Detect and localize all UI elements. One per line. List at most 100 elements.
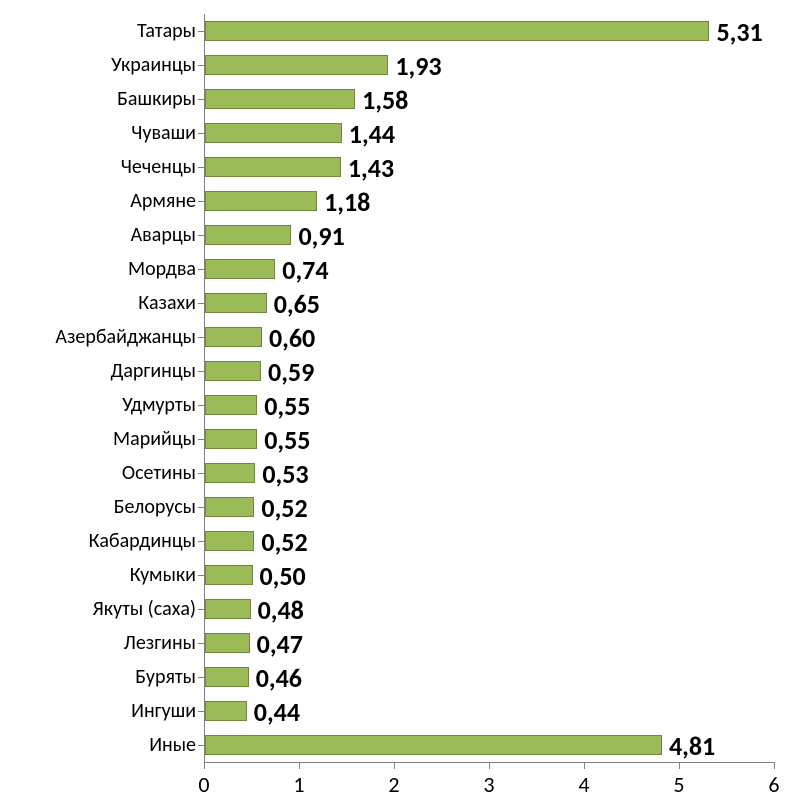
bar (205, 259, 275, 279)
y-axis-tick (198, 201, 204, 202)
y-axis-tick (198, 439, 204, 440)
x-axis-tick (394, 762, 395, 769)
bar (205, 225, 291, 245)
x-axis-tick-label: 6 (768, 771, 779, 798)
y-axis-tick (198, 303, 204, 304)
category-label: Азербайджанцы (55, 325, 196, 349)
bar (205, 497, 254, 517)
value-label: 4,81 (669, 730, 715, 762)
category-label: Осетины (122, 461, 196, 485)
x-axis-tick-label: 5 (673, 771, 684, 798)
y-axis-tick (198, 711, 204, 712)
category-label: Якуты (саха) (93, 597, 196, 621)
category-label: Мордва (128, 257, 196, 281)
value-label: 0,59 (268, 356, 314, 388)
category-label: Белорусы (114, 495, 196, 519)
value-label: 0,65 (274, 288, 320, 320)
y-axis-tick (198, 31, 204, 32)
bar (205, 293, 267, 313)
value-label: 0,53 (262, 458, 308, 490)
value-label: 0,91 (298, 220, 344, 252)
bar (205, 157, 341, 177)
horizontal-bar-chart: 0 1 2 3 4 5 6 Татары 5,31 Украинцы 1,93 Башкиры 1,58… (0, 0, 806, 808)
y-axis-tick (198, 65, 204, 66)
value-label: 0,55 (264, 424, 310, 456)
x-axis-tick-label: 2 (388, 771, 399, 798)
value-label: 1,18 (324, 186, 370, 218)
bar (205, 429, 257, 449)
bar (205, 361, 261, 381)
x-axis-tick-label: 4 (578, 771, 589, 798)
category-label: Удмурты (122, 393, 196, 417)
value-label: 1,93 (395, 50, 441, 82)
bar (205, 633, 250, 653)
y-axis-tick (198, 609, 204, 610)
y-axis-tick (198, 677, 204, 678)
y-axis-tick (198, 405, 204, 406)
value-label: 1,44 (349, 118, 395, 150)
x-axis-tick-label: 1 (293, 771, 304, 798)
bar (205, 89, 355, 109)
category-label: Лезгины (124, 631, 196, 655)
y-axis-tick (198, 541, 204, 542)
y-axis-tick (198, 269, 204, 270)
value-label: 0,74 (282, 254, 328, 286)
value-label: 1,58 (362, 84, 408, 116)
x-axis-tick-label: 3 (483, 771, 494, 798)
value-label: 1,43 (348, 152, 394, 184)
value-label: 5,31 (716, 16, 762, 48)
bar (205, 565, 253, 585)
bar (205, 191, 317, 211)
value-label: 0,47 (257, 628, 303, 660)
y-axis-tick (198, 337, 204, 338)
x-axis-tick (489, 762, 490, 769)
category-label: Казахи (138, 291, 196, 315)
y-axis-tick (198, 643, 204, 644)
y-axis-tick (198, 575, 204, 576)
bar (205, 327, 262, 347)
category-label: Башкиры (117, 87, 196, 111)
category-label: Кабардинцы (89, 529, 196, 553)
value-label: 0,50 (260, 560, 306, 592)
bar (205, 123, 342, 143)
value-label: 0,60 (269, 322, 315, 354)
category-label: Чуваши (131, 121, 196, 145)
x-axis-tick (204, 762, 205, 769)
category-label: Татары (137, 19, 196, 43)
bar (205, 667, 249, 687)
x-axis-tick (774, 762, 775, 769)
bar (205, 599, 251, 619)
x-axis-tick (679, 762, 680, 769)
bar (205, 531, 254, 551)
category-label: Армяне (130, 189, 196, 213)
y-axis-tick (198, 745, 204, 746)
bar (205, 21, 709, 41)
category-label: Украинцы (111, 53, 196, 77)
y-axis-tick (198, 167, 204, 168)
value-label: 0,52 (261, 526, 307, 558)
bar (205, 701, 247, 721)
category-label: Чеченцы (121, 155, 196, 179)
category-label: Буряты (135, 665, 196, 689)
category-label: Даргинцы (110, 359, 196, 383)
category-label: Марийцы (113, 427, 196, 451)
y-axis-tick (198, 99, 204, 100)
x-axis-tick (299, 762, 300, 769)
category-label: Аварцы (131, 223, 196, 247)
bar (205, 395, 257, 415)
x-axis-tick-label: 0 (198, 771, 209, 798)
category-label: Иные (149, 733, 196, 757)
category-label: Кумыки (130, 563, 196, 587)
y-axis-tick (198, 133, 204, 134)
bar (205, 735, 662, 755)
category-label: Ингуши (131, 699, 196, 723)
y-axis-tick (198, 371, 204, 372)
value-label: 0,55 (264, 390, 310, 422)
value-label: 0,48 (258, 594, 304, 626)
value-label: 0,44 (254, 696, 300, 728)
bar (205, 463, 255, 483)
bar (205, 55, 388, 75)
y-axis-tick (198, 235, 204, 236)
value-label: 0,52 (261, 492, 307, 524)
x-axis-tick (584, 762, 585, 769)
